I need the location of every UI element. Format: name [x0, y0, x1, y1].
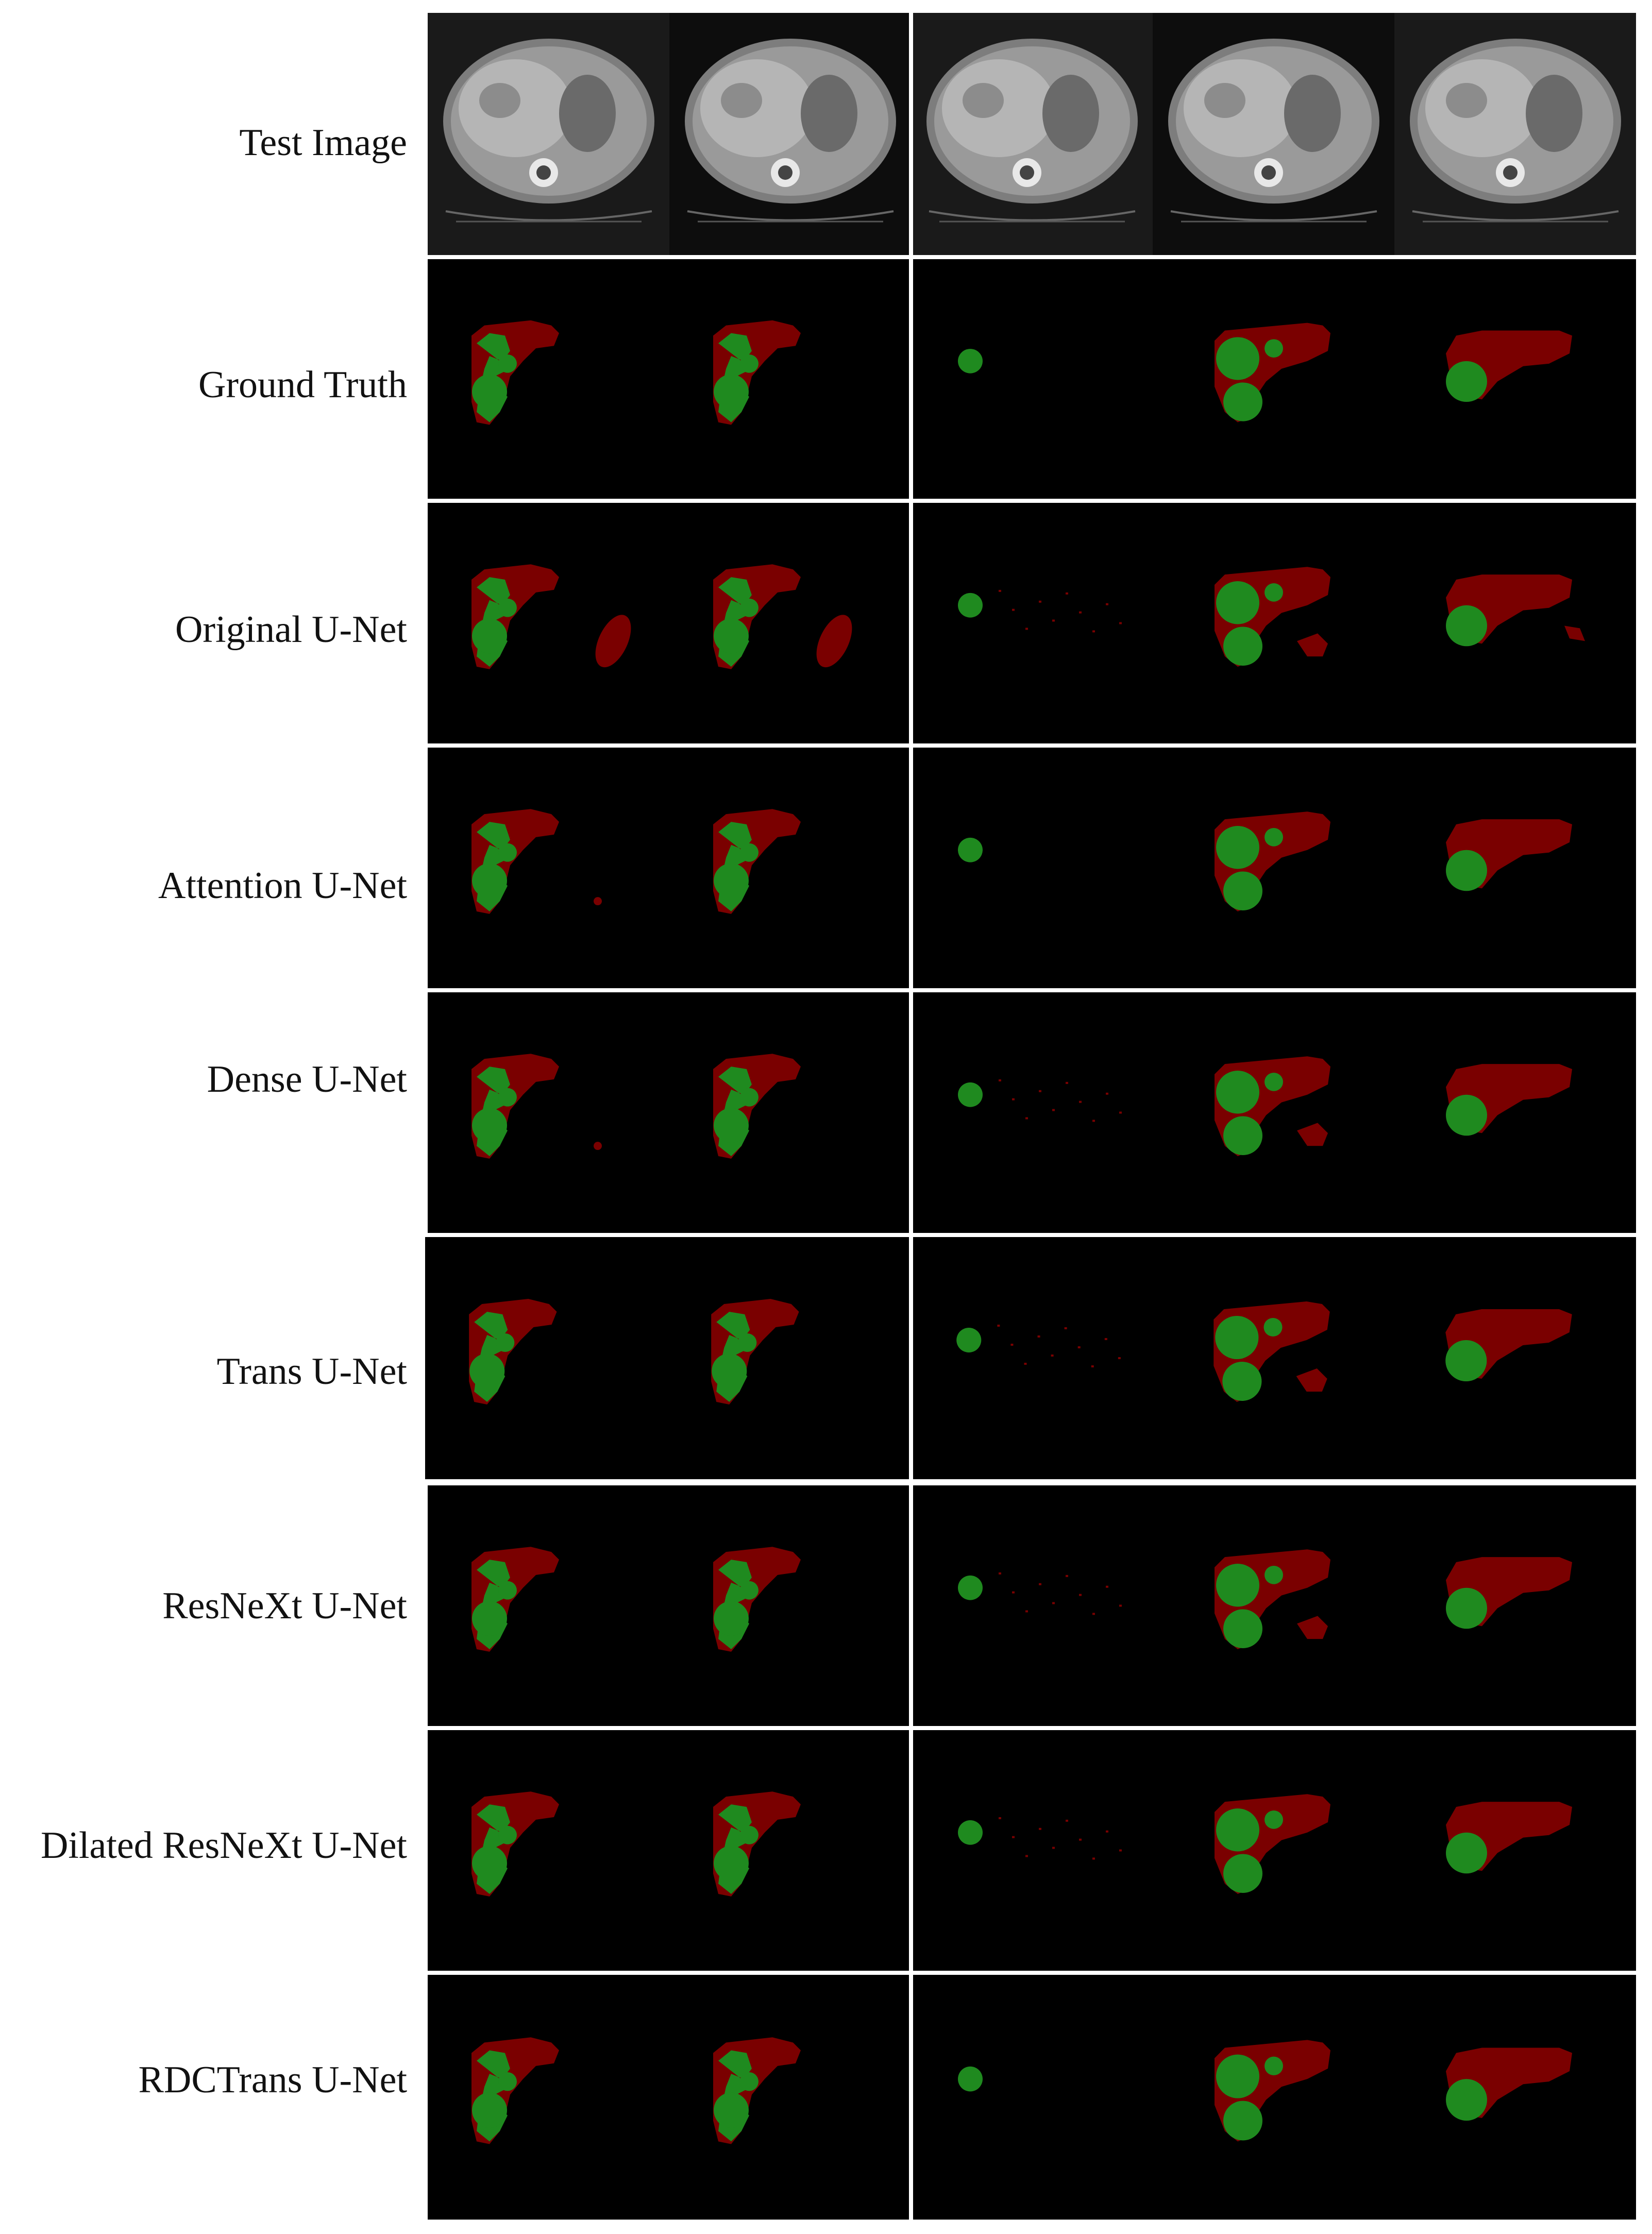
segmentation-masks-image — [471, 809, 1572, 914]
row-label-test-image: Test Image — [239, 122, 407, 164]
row-label-trans-unet: Trans U-Net — [216, 1350, 407, 1393]
row-label-ground-truth: Ground Truth — [198, 364, 407, 406]
panel-rdctrans-unet — [428, 1975, 1636, 2220]
row-label-attention-unet: Attention U-Net — [158, 865, 407, 907]
segmentation-masks-image — [471, 1054, 1572, 1159]
panel-trans-unet — [425, 1237, 1636, 1479]
ct-slices-image — [428, 13, 1636, 255]
row-label-original-unet: Original U-Net — [175, 608, 407, 651]
panel-dilated-resnext-unet — [428, 1730, 1636, 1971]
segmentation-masks-image — [471, 1547, 1572, 1652]
segmentation-masks-image — [471, 564, 1585, 669]
segmentation-masks-image — [471, 2037, 1572, 2144]
panel-attention-unet — [428, 748, 1636, 988]
row-label-rdctrans-unet: RDCTrans U-Net — [138, 2059, 407, 2101]
panel-original-unet — [428, 503, 1636, 743]
panel-ground-truth — [428, 259, 1636, 499]
row-label-dense-unet: Dense U-Net — [207, 1058, 407, 1101]
segmentation-masks-image — [469, 1299, 1572, 1404]
panel-dense-unet — [428, 992, 1636, 1233]
column-divider — [909, 13, 913, 2220]
panel-resnext-unet — [428, 1485, 1636, 1726]
segmentation-masks-image — [471, 320, 1572, 425]
panel-test-image — [428, 13, 1636, 255]
row-label-resnext-unet: ResNeXt U-Net — [162, 1585, 407, 1627]
row-label-dilated-resnext-unet: Dilated ResNeXt U-Net — [40, 1824, 407, 1867]
segmentation-masks-image — [471, 1791, 1572, 1897]
